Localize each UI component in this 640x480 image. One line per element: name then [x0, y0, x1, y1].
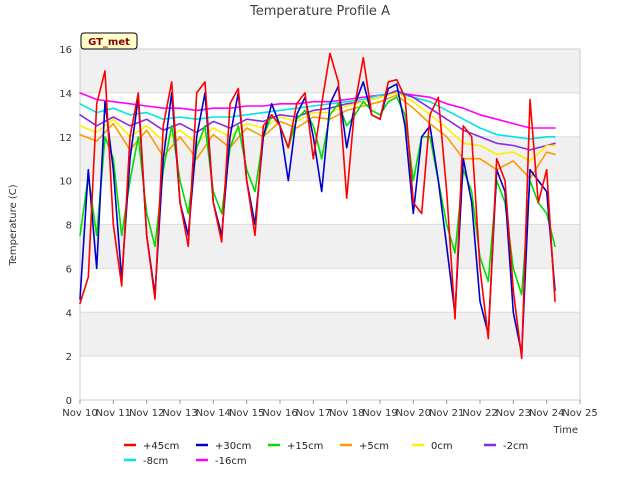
background-band — [80, 356, 580, 400]
x-tick-label: Nov 21 — [429, 408, 464, 419]
legend-label: -16cm — [215, 456, 247, 467]
legend: +45cm +30cm +15cm +5cm 0cm -2cm -8cm -16cm — [124, 441, 528, 467]
x-tick-label: Nov 19 — [362, 408, 397, 419]
x-tick-label: Nov 25 — [562, 408, 597, 419]
y-tick-label: 4 — [66, 308, 72, 319]
y-tick-label: 0 — [66, 396, 72, 407]
background-band — [80, 268, 580, 313]
x-tick-label: Nov 23 — [496, 408, 531, 419]
series-line-0cm — [79, 92, 556, 162]
x-tick-label: Nov 17 — [296, 408, 331, 419]
y-tick-label: 14 — [59, 89, 72, 100]
x-axis-label: Time — [553, 425, 578, 436]
legend-label: -8cm — [143, 456, 168, 467]
x-tick-label: Nov 12 — [129, 408, 164, 419]
badge-label: GT_met — [88, 37, 130, 48]
y-tick-label: 8 — [66, 221, 72, 232]
x-tick-label: Nov 24 — [529, 408, 564, 419]
series-layer — [79, 52, 556, 360]
badge-box — [80, 32, 138, 50]
x-tick-label: Nov 15 — [229, 408, 264, 419]
gt-met-badge: GT_met — [80, 32, 138, 50]
y-tick-label: 2 — [66, 352, 72, 363]
y-tick-label: 10 — [59, 177, 72, 188]
x-tick-label: Nov 13 — [162, 408, 197, 419]
x-tick-label: Nov 14 — [196, 408, 231, 419]
x-tick-label: Nov 11 — [96, 408, 131, 419]
y-tick-label: 6 — [66, 264, 72, 275]
y-tick-label: 16 — [59, 45, 72, 56]
y-axis-label: Temperature (C) — [8, 184, 19, 266]
legend-label: +5cm — [359, 441, 389, 452]
plot-frame — [79, 48, 581, 401]
legend-label: -2cm — [503, 441, 528, 452]
background-band — [80, 312, 580, 357]
background-band — [80, 224, 580, 269]
y-tick-label: 12 — [59, 133, 72, 144]
x-tick-label: Nov 16 — [262, 408, 297, 419]
series-line-+45cm — [79, 52, 556, 360]
legend-label: 0cm — [431, 441, 453, 452]
x-tick-label: Nov 10 — [62, 408, 97, 419]
x-tick-label: Nov 22 — [462, 408, 497, 419]
x-tick-label: Nov 18 — [329, 408, 364, 419]
legend-label: +30cm — [215, 441, 251, 452]
chart-title: Temperature Profile A — [249, 4, 390, 19]
series-line-+5cm — [79, 94, 556, 180]
x-tick-label: Nov 20 — [396, 408, 431, 419]
y-tick-labels: 0 2 4 6 8 10 12 14 16 — [59, 45, 72, 407]
legend-label: +15cm — [287, 441, 323, 452]
legend-label: +45cm — [143, 441, 179, 452]
